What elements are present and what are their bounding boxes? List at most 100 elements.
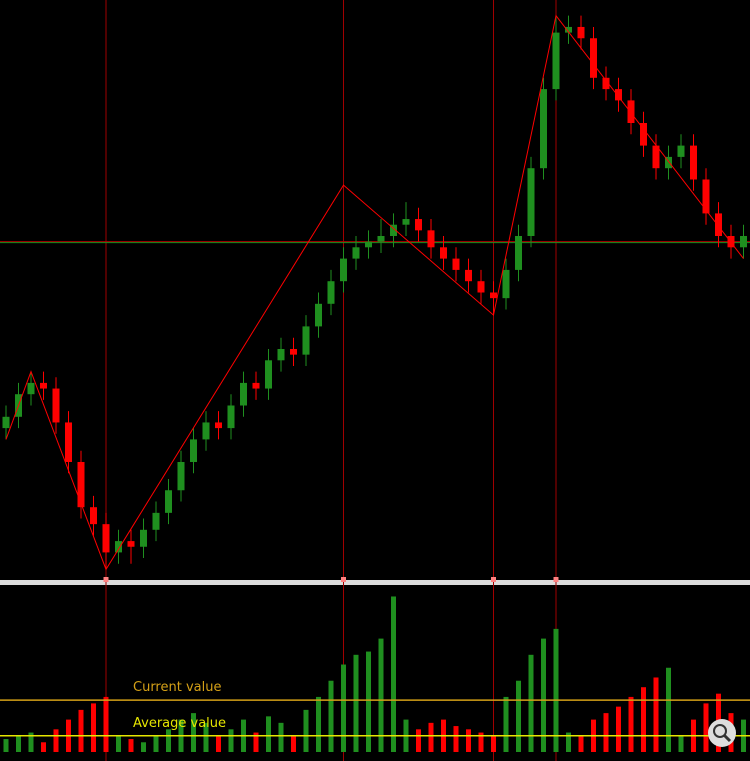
volume-bar — [141, 742, 146, 752]
candle-body — [290, 349, 297, 355]
volume-bar — [16, 735, 21, 752]
volume-bar — [91, 703, 96, 752]
volume-bar — [603, 713, 609, 752]
volume-bar — [328, 680, 334, 752]
volume-bar — [266, 716, 271, 752]
volume-bar — [228, 729, 234, 752]
candle-body — [427, 230, 435, 248]
candle-body — [215, 422, 222, 429]
panel-separator — [0, 580, 750, 585]
candle-body — [527, 168, 535, 236]
zoom-icon[interactable] — [708, 719, 736, 747]
threshold-label: Current value — [133, 680, 221, 695]
volume-bar — [678, 735, 684, 752]
zoom-lens[interactable] — [713, 724, 727, 738]
candle-body — [277, 349, 285, 361]
volume-bar — [303, 709, 309, 752]
volume-bar — [628, 696, 634, 752]
volume-bar — [666, 667, 671, 752]
volume-bar — [378, 638, 384, 752]
candle-body — [115, 541, 122, 553]
volume-bar — [503, 696, 509, 752]
candle-body — [477, 281, 485, 293]
volume-bar — [578, 735, 584, 752]
volume-bar — [278, 722, 284, 752]
candle-body — [240, 382, 247, 406]
volume-bar — [53, 729, 59, 752]
volume-bar — [78, 709, 84, 752]
volume-bar — [191, 713, 196, 752]
candle-body — [252, 382, 260, 389]
candle-body — [565, 26, 572, 33]
candle-body — [490, 292, 497, 299]
pivot-marker — [553, 577, 559, 582]
volume-bar — [453, 726, 459, 752]
candle-body — [77, 462, 85, 508]
candle-body — [602, 77, 610, 90]
candle-body — [715, 213, 722, 236]
volume-bar — [466, 729, 471, 752]
candle-body — [540, 89, 547, 169]
candle-body — [465, 269, 472, 282]
volume-bar — [316, 696, 321, 752]
zoom-icon-bg[interactable] — [708, 719, 736, 747]
volume-bar — [103, 696, 109, 752]
candle-body — [640, 123, 647, 146]
candle-body — [677, 145, 685, 157]
volume-bar — [541, 638, 546, 752]
candle-body — [177, 462, 185, 491]
pivot-marker — [341, 577, 346, 582]
candle-body — [402, 219, 410, 225]
candle-body — [152, 512, 160, 530]
candle-body — [702, 179, 710, 214]
candle-body — [65, 422, 72, 462]
pivot-marker — [103, 577, 109, 582]
volume-bar — [366, 651, 371, 752]
candle-body — [90, 507, 97, 525]
volume-bar — [428, 722, 434, 752]
candle-body — [102, 524, 110, 553]
volume-bar — [153, 735, 159, 752]
candle-body — [165, 490, 172, 513]
volume-bar — [253, 732, 259, 752]
volume-bar — [616, 706, 621, 752]
candle-body — [40, 382, 47, 389]
candle-body — [302, 326, 310, 355]
threshold-label: Average value — [133, 716, 226, 731]
candle-body — [615, 89, 622, 101]
volume-bar — [166, 729, 171, 752]
candle-body — [577, 26, 585, 39]
candle-body — [390, 224, 397, 236]
volume-bar — [416, 729, 421, 752]
volume-bar — [216, 735, 221, 752]
volume-bar — [491, 735, 496, 752]
candle-body — [352, 247, 360, 259]
volume-bar — [291, 735, 296, 752]
pivot-marker — [491, 577, 496, 582]
candle-body — [440, 247, 447, 259]
candle-body — [365, 241, 372, 248]
volume-bar — [566, 732, 571, 752]
candle-body — [52, 388, 60, 423]
candle-body — [140, 529, 147, 547]
volume-bar — [703, 703, 709, 752]
candle-body — [515, 236, 522, 270]
candle-body — [190, 439, 197, 462]
volume-bar — [41, 742, 46, 752]
volume-bar — [391, 596, 396, 752]
volume-bar — [128, 739, 134, 752]
zoom-handle[interactable] — [722, 733, 732, 743]
volume-bar — [478, 732, 484, 752]
volume-bar — [553, 628, 559, 752]
candle-body — [27, 382, 35, 395]
volume-bar — [341, 664, 346, 752]
candle-body — [377, 236, 385, 242]
volume-bar — [3, 739, 9, 752]
candle-body — [127, 541, 135, 547]
candle-body — [202, 422, 210, 440]
candle-body — [590, 38, 597, 78]
volume-bar — [203, 722, 209, 752]
candle-body — [415, 219, 422, 231]
volume-bar — [116, 735, 121, 752]
